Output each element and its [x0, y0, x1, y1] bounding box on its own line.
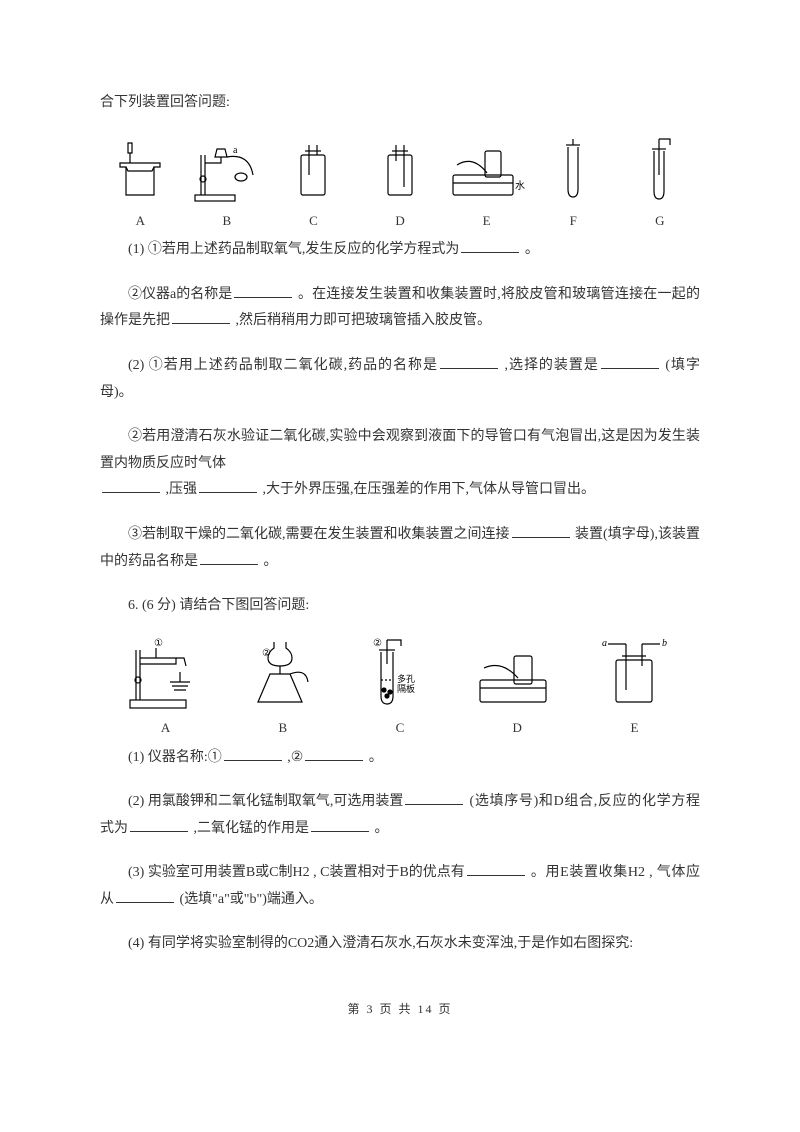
- diagram-label: D: [360, 209, 441, 234]
- diagram-label: G: [619, 209, 700, 234]
- text: 。: [365, 750, 383, 765]
- q6-4: (4) 有同学将实验室制得的CO2通入澄清石灰水,石灰水未变浑浊,于是作如右图探…: [100, 931, 700, 958]
- text: (1) 仪器名称:①: [128, 750, 222, 765]
- fill-blank[interactable]: [601, 354, 659, 369]
- q2-3: ③若制取干燥的二氧化碳,需要在发生装置和收集装置之间连接 装置(填字母),该装置…: [100, 522, 700, 575]
- text: 。: [521, 242, 539, 257]
- diagram-label: A: [110, 716, 221, 741]
- diagram-label: B: [227, 716, 338, 741]
- text: ,②: [284, 750, 304, 765]
- apparatus-A2: ① A: [110, 638, 221, 741]
- q2-2: ②若用澄清石灰水验证二氧化碳,实验中会观察到液面下的导管口有气泡冒出,这是因为发…: [100, 424, 700, 504]
- num2-mark: ②: [373, 638, 382, 649]
- apparatus-C2: ② 多孔 隔板 C: [344, 638, 455, 741]
- a-mark: a: [602, 638, 607, 649]
- fill-blank[interactable]: [311, 817, 369, 832]
- fill-blank[interactable]: [467, 861, 525, 876]
- apparatus-G: G: [619, 135, 700, 234]
- num2-mark: ②: [262, 648, 271, 659]
- diagram-label: C: [344, 716, 455, 741]
- fill-blank[interactable]: [116, 888, 174, 903]
- apparatus-B2: ② B: [227, 638, 338, 741]
- text: (2) ①若用上述药品制取二氧化碳,药品的名称是: [128, 358, 438, 373]
- diagram-label: B: [187, 209, 268, 234]
- diagram-row-2: ① A ② B ② 多孔 隔板 C: [100, 638, 700, 741]
- q6-3: (3) 实验室可用装置B或C制H2 , C装置相对于B的优点有 。用E装置收集H…: [100, 860, 700, 913]
- text: ③若制取干燥的二氧化碳,需要在发生装置和收集装置之间连接: [100, 522, 510, 549]
- svg-text:隔板: 隔板: [397, 683, 415, 694]
- fill-blank[interactable]: [234, 283, 292, 298]
- fill-blank[interactable]: [200, 550, 258, 565]
- fill-blank[interactable]: [224, 746, 282, 761]
- diagram-label: E: [579, 716, 690, 741]
- apparatus-E: 水 E: [446, 135, 527, 234]
- b-mark: b: [662, 638, 667, 649]
- q1-2: ②仪器a的名称是 。在连接发生装置和收集装置时,将胶皮管和玻璃管连接在一起的操作…: [100, 282, 700, 335]
- fill-blank[interactable]: [130, 817, 188, 832]
- fill-blank[interactable]: [461, 238, 519, 253]
- diagram-label: D: [462, 716, 573, 741]
- text: ②仪器a的名称是: [100, 282, 232, 309]
- apparatus-A: A: [100, 135, 181, 234]
- apparatus-D: D: [360, 135, 441, 234]
- intro-line: 合下列装置回答问题:: [100, 90, 700, 117]
- text: (选填"a"或"b")端通入。: [176, 892, 323, 907]
- fill-blank[interactable]: [172, 309, 230, 324]
- apparatus-F: F: [533, 135, 614, 234]
- water-mark: 水: [515, 180, 525, 192]
- diagram-label: A: [100, 209, 181, 234]
- text: ,选择的装置是: [500, 358, 599, 373]
- q6-2: (2) 用氯酸钾和二氧化锰制取氧气,可选用装置 (选填序号)和D组合,反应的化学…: [100, 789, 700, 842]
- fill-blank[interactable]: [305, 746, 363, 761]
- apparatus-D2: D: [462, 638, 573, 741]
- diagram-label: F: [533, 209, 614, 234]
- diagram-label: E: [446, 209, 527, 234]
- fill-blank[interactable]: [405, 790, 463, 805]
- q2-1: (2) ①若用上述药品制取二氧化碳,药品的名称是 ,选择的装置是 (填字母)。: [100, 353, 700, 406]
- apparatus-C: C: [273, 135, 354, 234]
- text: ,压强: [162, 482, 197, 497]
- fill-blank[interactable]: [512, 523, 570, 538]
- text: 。: [260, 554, 278, 569]
- fill-blank[interactable]: [440, 354, 498, 369]
- fill-blank[interactable]: [199, 478, 257, 493]
- svg-text:多孔: 多孔: [397, 673, 415, 684]
- a-mark: a: [233, 145, 238, 156]
- page-footer: 第 3 页 共 14 页: [100, 998, 700, 1021]
- text: ,二氧化锰的作用是: [190, 821, 309, 836]
- diagram-row-1: A a B C D: [100, 135, 700, 234]
- num1-mark: ①: [154, 638, 163, 649]
- text: 。: [371, 821, 389, 836]
- text: ,大于外界压强,在压强差的作用下,气体从导管口冒出。: [259, 482, 595, 497]
- text: (2) 用氯酸钾和二氧化锰制取氧气,可选用装置: [100, 789, 403, 816]
- apparatus-E2: a b E: [579, 638, 690, 741]
- text: (3) 实验室可用装置B或C制H2 , C装置相对于B的优点有: [100, 860, 465, 887]
- q1-1: (1) ①若用上述药品制取氧气,发生反应的化学方程式为 。: [100, 237, 700, 264]
- diagram-label: C: [273, 209, 354, 234]
- text: ,然后稍稍用力即可把玻璃管插入胶皮管。: [232, 313, 491, 328]
- text: ②若用澄清石灰水验证二氧化碳,实验中会观察到液面下的导管口有气泡冒出,这是因为发…: [100, 424, 700, 477]
- text: (1) ①若用上述药品制取氧气,发生反应的化学方程式为: [128, 242, 459, 257]
- q6-1: (1) 仪器名称:① ,② 。: [100, 745, 700, 772]
- fill-blank[interactable]: [102, 478, 160, 493]
- apparatus-B: a B: [187, 135, 268, 234]
- q6-head: 6. (6 分) 请结合下图回答问题:: [100, 593, 700, 620]
